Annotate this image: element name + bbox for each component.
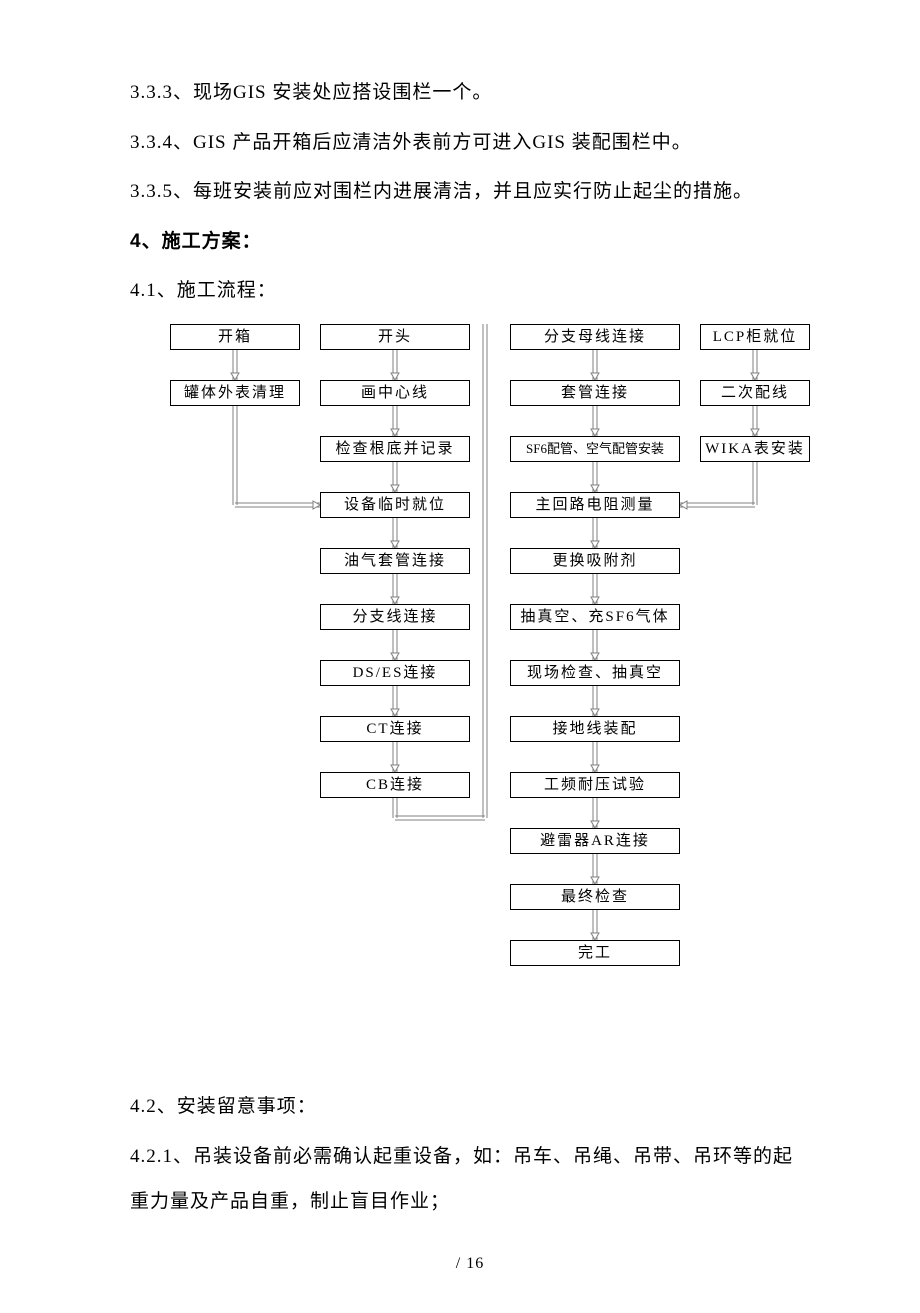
flow-node-b9: CB连接 [320,772,470,798]
flow-node-c3: SF6配管、空气配管安装 [510,436,680,462]
flow-node-c2: 套管连接 [510,380,680,406]
flowchart-arrows [140,324,820,1064]
flow-node-c4: 主回路电阻测量 [510,492,680,518]
flow-node-c9: 工频耐压试验 [510,772,680,798]
flow-node-c8: 接地线装配 [510,716,680,742]
flow-node-c11: 最终检查 [510,884,680,910]
flow-node-c7: 现场检查、抽真空 [510,660,680,686]
flow-node-b7: DS/ES连接 [320,660,470,686]
flow-node-b5: 油气套管连接 [320,548,470,574]
flow-node-c12: 完工 [510,940,680,966]
flowchart: 开箱罐体外表清理 开头画中心线检查根底并记录设备临时就位油气套管连接分支线连接 DS… [140,324,820,1064]
flow-node-c6: 抽真空、充SF6气体 [510,604,680,630]
flow-node-b1: 开头 [320,324,470,350]
para-3-3-5: 3.3.5、每班安装前应对围栏内进展清洁，并且应实行防止起尘的措施。 [130,169,810,215]
flow-node-a2: 罐体外表清理 [170,380,300,406]
flow-node-c10: 避雷器AR连接 [510,828,680,854]
flow-node-b6: 分支线连接 [320,604,470,630]
page: 3.3.3、现场GIS 安装处应搭设围栏一个。 3.3.4、GIS 产品开箱后应… [0,0,920,1313]
heading-4: 4、施工方案： [130,219,810,265]
para-3-3-4: 3.3.4、GIS 产品开箱后应清洁外表前方可进入GIS 装配围栏中。 [130,120,810,166]
flow-node-a1: 开箱 [170,324,300,350]
flow-node-d1: LCP柜就位 [700,324,810,350]
flow-node-d3: WIKA表安装 [700,436,810,462]
flow-node-b4: 设备临时就位 [320,492,470,518]
flow-node-b8: CT连接 [320,716,470,742]
flow-node-c1: 分支母线连接 [510,324,680,350]
flow-node-c5: 更换吸附剂 [510,548,680,574]
para-3-3-3: 3.3.3、现场GIS 安装处应搭设围栏一个。 [130,70,810,116]
flow-node-d2: 二次配线 [700,380,810,406]
heading-4-2: 4.2、安装留意事项： [130,1084,810,1130]
flow-node-b3: 检查根底并记录 [320,436,470,462]
flow-node-b2: 画中心线 [320,380,470,406]
page-number: / 16 [130,1255,810,1273]
para-4-2-1: 4.2.1、吊装设备前必需确认起重设备，如：吊车、吊绳、吊带、吊环等的起重力量及… [130,1134,810,1225]
heading-4-1: 4.1、施工流程： [130,268,810,314]
